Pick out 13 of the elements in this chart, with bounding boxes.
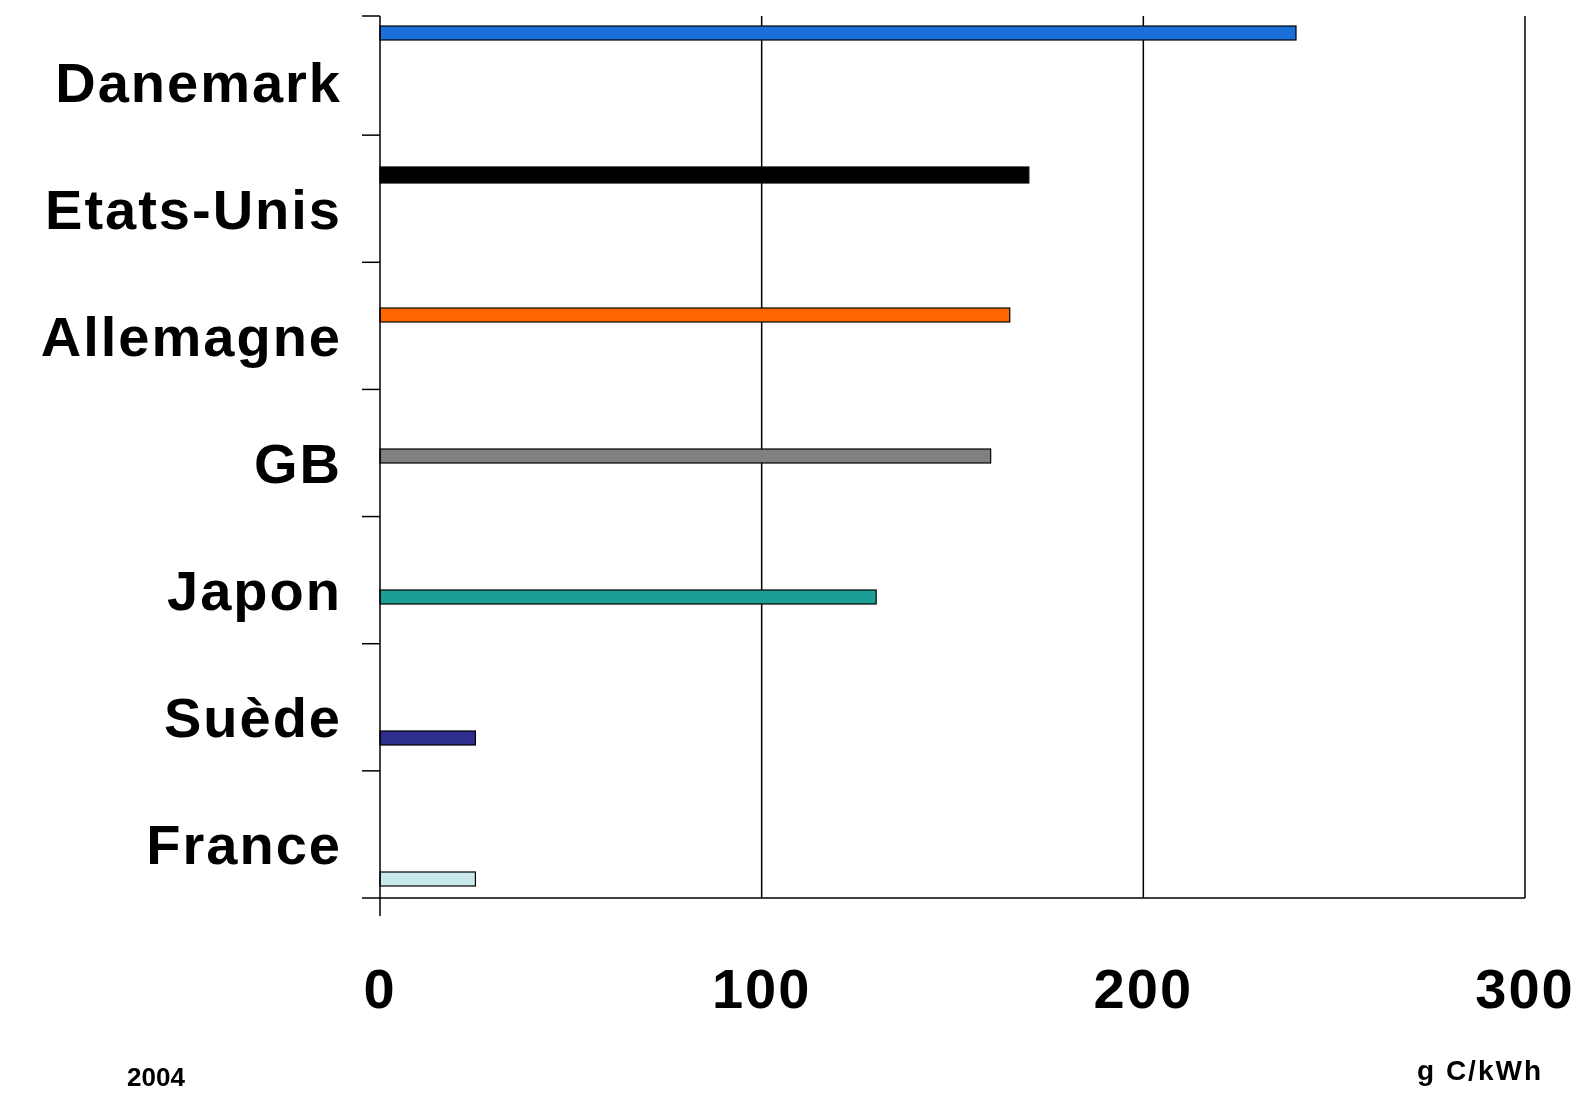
x-tick-label: 100 [711,957,812,1020]
text: 2004 [127,1062,186,1092]
x-tick-label: 200 [1093,957,1194,1020]
x-tick-label: 0 [363,957,397,1020]
y-tick-label: Danemark [55,50,342,114]
y-tick-label: Japon [167,559,342,623]
y-tick-label: Suède [163,686,342,750]
y-tick-label: France [146,813,342,877]
y-tick-label: Allemagne [40,304,342,368]
x-tick-label: 300 [1475,957,1575,1020]
y-tick-label: Etats-Unis [45,177,342,241]
y-tick-label: GB [254,432,342,495]
x-axis-title: g C/kWh [1417,1055,1543,1086]
